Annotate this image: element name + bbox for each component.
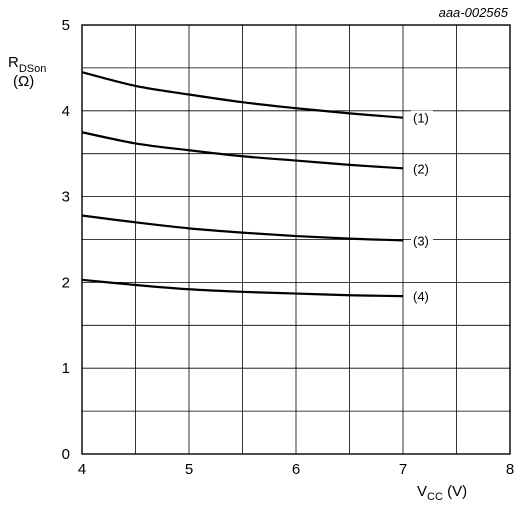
series-label-bg: [411, 110, 433, 126]
plot-frame: [81, 24, 511, 455]
x-tick-label: 5: [185, 461, 193, 478]
x-tick-label: 7: [399, 461, 407, 478]
series-label-3: (3): [413, 233, 429, 248]
series-line-3: [81, 214, 404, 242]
y-tick-label: 5: [62, 17, 70, 34]
series-line-2: [81, 131, 404, 170]
y-tick-label: 3: [62, 189, 70, 206]
y-tick-label: 1: [62, 360, 70, 377]
series-label-bg: [411, 161, 433, 177]
y-tick-label: 2: [62, 274, 70, 291]
x-tick-label: 6: [292, 461, 300, 478]
label-layer: 4 5 6 7 8 0 1 2 3 4 5 (1) (2) (3) (4): [62, 17, 515, 478]
y-axis-title: RDSon: [8, 54, 46, 75]
series-label-1: (1): [413, 111, 429, 126]
series-layer: [81, 71, 404, 298]
series-label-4: (4): [413, 289, 429, 304]
reference-id: aaa-002565: [439, 5, 509, 20]
y-axis-unit: (Ω): [13, 73, 34, 90]
y-axis-title-main: R: [8, 54, 19, 71]
x-axis-title-sub: CC: [427, 491, 443, 503]
x-axis-title-main: V: [417, 483, 427, 500]
grid: [82, 25, 510, 454]
x-axis-title: VCC (V): [417, 483, 467, 503]
series-label-bg: [411, 289, 433, 305]
x-axis-title-unit: (V): [443, 483, 467, 500]
x-tick-label: 8: [506, 461, 514, 478]
y-axis-title-sub: DSon: [19, 63, 47, 75]
y-tick-label: 0: [62, 446, 70, 463]
x-tick-label: 4: [78, 461, 86, 478]
series-line-4: [81, 278, 404, 298]
series-line-1: [81, 71, 404, 119]
series-label-2: (2): [413, 161, 429, 176]
series-label-bg: [411, 233, 433, 249]
y-tick-label: 4: [62, 103, 70, 120]
